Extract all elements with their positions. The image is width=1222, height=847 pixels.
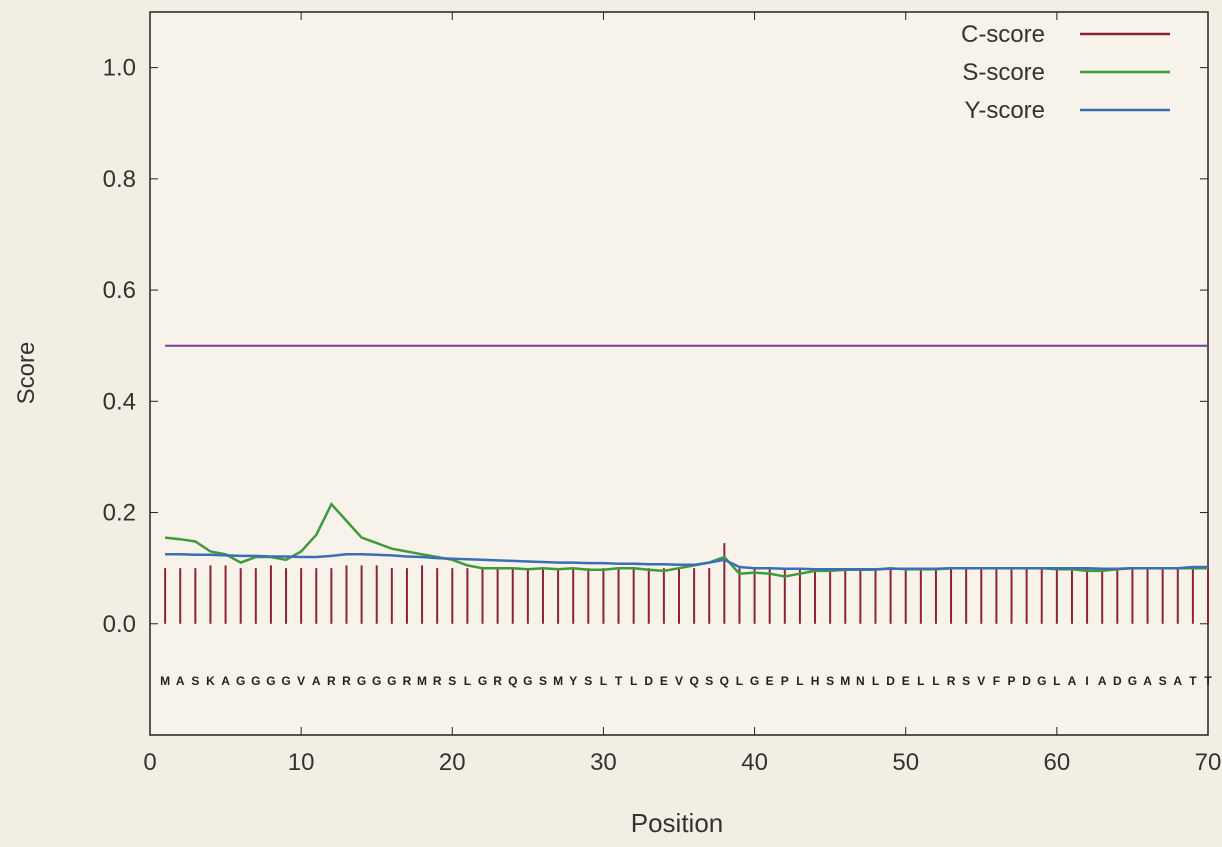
residue-label: Q [508,674,517,688]
y-tick-label: 0.6 [103,277,136,304]
residue-label: R [342,674,351,688]
residue-label: H [811,674,820,688]
residue-label: Y [569,674,577,688]
residue-label: G [372,674,381,688]
residue-label: M [160,674,170,688]
residue-label: E [902,674,910,688]
residue-label: R [403,674,412,688]
residue-label: G [523,674,532,688]
residue-label: T [1189,674,1197,688]
legend-label: S-score [962,59,1045,86]
residue-label: G [387,674,396,688]
residue-label: Q [720,674,729,688]
y-axis-label: Score [13,342,40,405]
residue-label: P [1008,674,1016,688]
residue-label: G [1128,674,1137,688]
residue-label: L [1053,674,1060,688]
plot-frame [149,11,1209,736]
x-axis-label: Position [631,808,724,838]
residue-label: L [736,674,743,688]
residue-label: A [312,674,321,688]
x-tick-label: 60 [1044,749,1071,776]
residue-label: M [840,674,850,688]
legend-label: Y-score [965,97,1045,124]
residue-label: L [464,674,471,688]
residue-label: S [962,674,970,688]
residue-label: A [1068,674,1077,688]
residue-label: G [750,674,759,688]
residue-label: D [886,674,895,688]
residue-label: A [1173,674,1182,688]
residue-label: G [251,674,260,688]
residue-label: E [766,674,774,688]
residue-label: S [448,674,456,688]
x-tick-label: 10 [288,749,315,776]
x-tick-label: 70 [1195,749,1222,776]
residue-label: A [221,674,230,688]
residue-label: G [357,674,366,688]
legend-label: C-score [961,21,1045,48]
residue-label: D [1113,674,1122,688]
x-tick-label: 0 [143,749,156,776]
residue-label: I [1085,674,1088,688]
residue-label: D [644,674,653,688]
residue-label: A [1143,674,1152,688]
residue-label: A [176,674,185,688]
residue-label: S [539,674,547,688]
y-tick-label: 0.2 [103,500,136,527]
residue-label: D [1022,674,1031,688]
residue-label: L [932,674,939,688]
residue-label: S [584,674,592,688]
residue-label: G [281,674,290,688]
residue-label: L [630,674,637,688]
x-tick-label: 50 [892,749,919,776]
residue-label: G [478,674,487,688]
residue-label: S [191,674,199,688]
residue-label: S [705,674,713,688]
residue-label: G [236,674,245,688]
x-tick-label: 40 [741,749,768,776]
residue-label: R [493,674,502,688]
residue-label: L [872,674,879,688]
residue-label: L [796,674,803,688]
residue-label: R [433,674,442,688]
residue-label: T [615,674,623,688]
residue-label: V [977,674,985,688]
residue-label: R [947,674,956,688]
residue-label: M [417,674,427,688]
residue-label: S [1159,674,1167,688]
residue-label: N [856,674,865,688]
residue-label: F [993,674,1000,688]
y-tick-label: 0.4 [103,388,136,415]
residue-label: R [327,674,336,688]
residue-label: L [600,674,607,688]
score-line [165,553,1208,571]
residue-label: S [826,674,834,688]
x-tick-label: 20 [439,749,466,776]
residue-label: M [553,674,563,688]
y-tick-label: 1.0 [103,55,136,82]
residue-label: G [266,674,275,688]
residue-label: Q [689,674,698,688]
residue-label: K [206,674,215,688]
residue-label: L [917,674,924,688]
y-tick-label: 0.8 [103,166,136,193]
residue-label: E [660,674,668,688]
x-tick-label: 30 [590,749,617,776]
y-tick-label: 0.0 [103,611,136,638]
residue-label: V [297,674,305,688]
residue-label: T [1204,674,1212,688]
residue-label: V [675,674,683,688]
residue-label: A [1098,674,1107,688]
residue-label: G [1037,674,1046,688]
residue-label: P [781,674,789,688]
